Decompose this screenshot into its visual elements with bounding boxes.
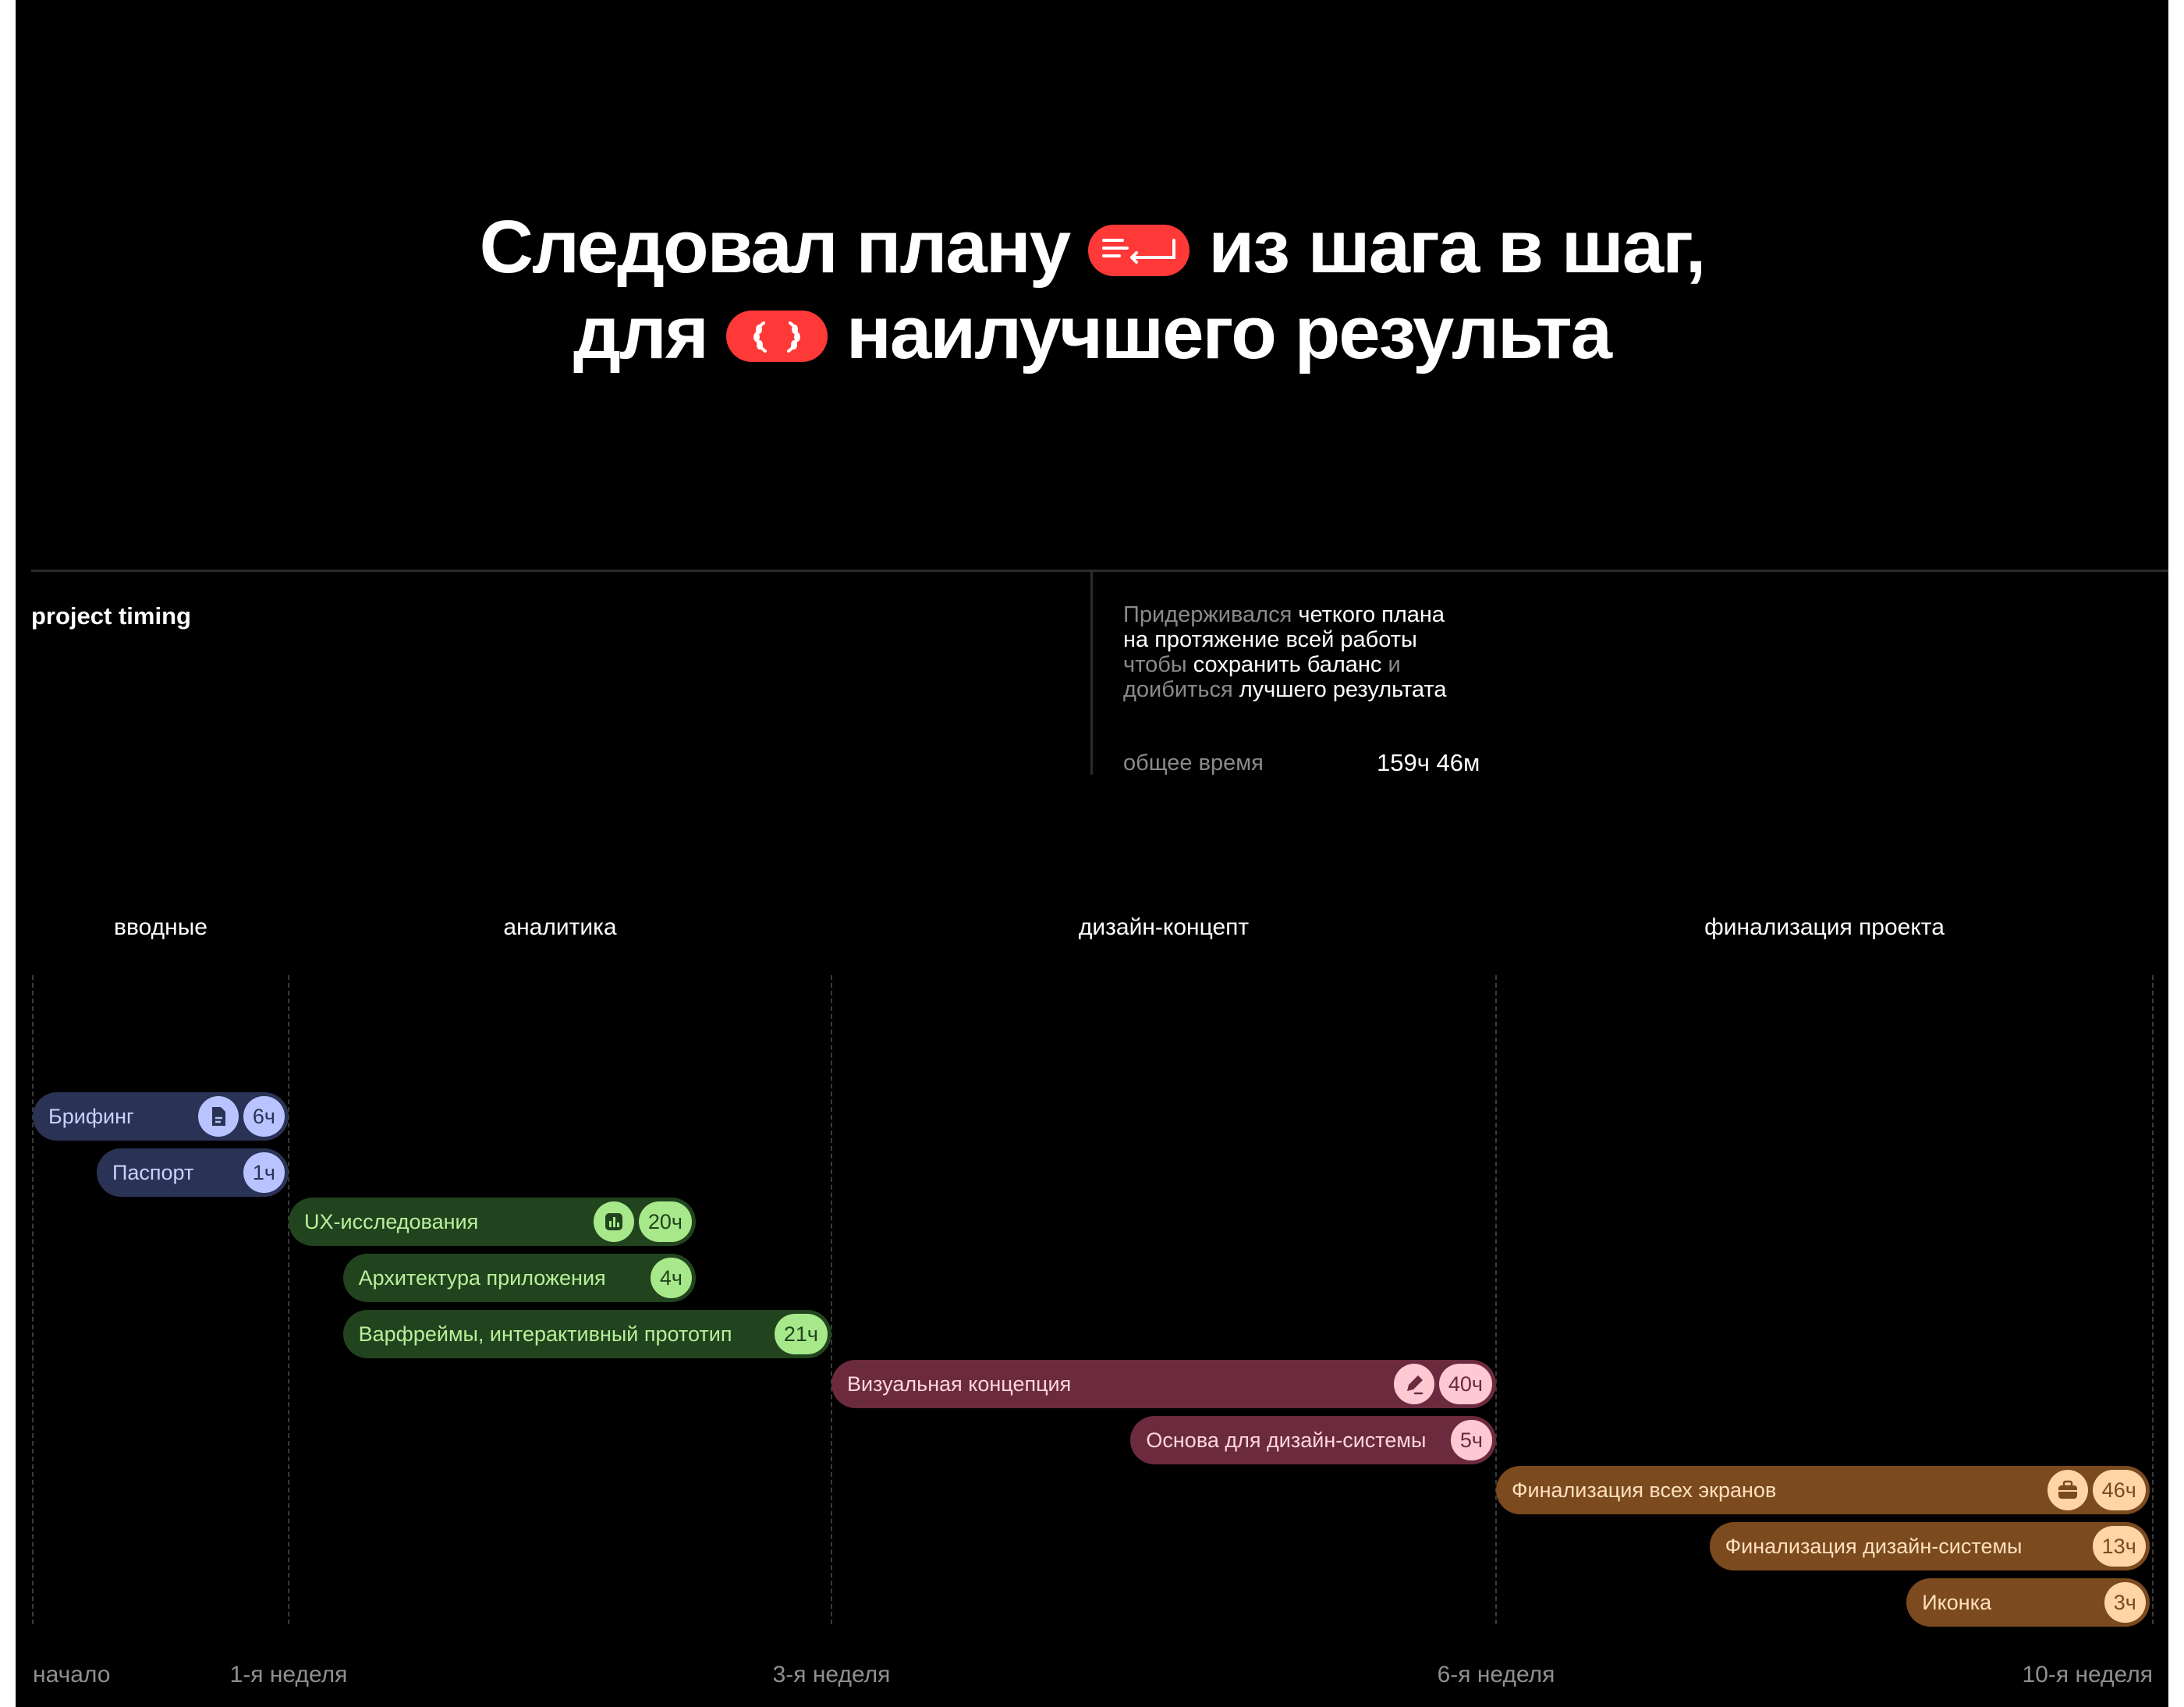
bar-chart-icon xyxy=(593,1201,634,1242)
task-bar: Брифинг 6ч xyxy=(33,1092,289,1141)
x-tick-label: начало xyxy=(33,1662,111,1687)
task-bar: Финализация всех экранов 46ч xyxy=(1496,1466,2150,1514)
description-line: Придерживался четкого плана xyxy=(1123,602,1560,627)
muted-text: и xyxy=(1388,652,1401,677)
gridline xyxy=(1495,975,1497,1624)
task-bar: Основа для дизайн-системы 5ч xyxy=(1130,1416,1496,1464)
task-label: Финализация всех экранов xyxy=(1512,1478,1777,1502)
phase-label: аналитика xyxy=(503,914,617,940)
task-bar: Архитектура приложения 4ч xyxy=(342,1254,696,1302)
page: Следовал плану из шага в шаг, для наи xyxy=(16,0,2168,1707)
strong-text: на протяжение всей работы xyxy=(1123,627,1417,652)
headline-line-1: Следовал плану из шага в шаг, xyxy=(16,199,2168,290)
task-bar: Финализация дизайн-системы 13ч xyxy=(1709,1522,2150,1570)
task-bar: Иконка 3ч xyxy=(1906,1578,2150,1627)
strong-text: лучшего результата xyxy=(1239,677,1447,702)
task-bar: Паспорт 1ч xyxy=(97,1148,289,1197)
phase-label: финализация проекта xyxy=(1704,914,1945,940)
description-line: доибиться лучшего результата xyxy=(1123,677,1560,702)
total-time-value: 159ч 46м xyxy=(1377,749,1480,776)
hours-badge: 21ч xyxy=(774,1314,828,1354)
gridline xyxy=(2152,975,2154,1624)
task-label: Паспорт xyxy=(112,1161,194,1184)
hours-badge: 40ч xyxy=(1438,1364,1492,1404)
headline-text: из шага в шаг, xyxy=(1208,204,1706,289)
hours-badge: 20ч xyxy=(638,1201,692,1242)
hours-badge: 6ч xyxy=(243,1096,285,1137)
hours-badge: 5ч xyxy=(1450,1420,1492,1460)
hours-badge: 46ч xyxy=(2092,1470,2146,1510)
briefcase-icon xyxy=(2047,1470,2088,1510)
muted-text: доибиться xyxy=(1123,677,1239,702)
task-label: Основа для дизайн-системы xyxy=(1146,1428,1427,1452)
headline-text: для xyxy=(573,290,709,374)
x-tick-label: 6-я неделя xyxy=(1437,1662,1555,1687)
muted-text: Придерживался xyxy=(1123,602,1299,627)
strong-text: четкого плана xyxy=(1298,602,1445,627)
x-tick-label: 1-я неделя xyxy=(229,1662,348,1687)
headline-line-2: для наилучшего результа xyxy=(16,285,2168,376)
document-icon xyxy=(197,1096,239,1137)
phase-label: дизайн-концепт xyxy=(1078,914,1250,940)
strong-text: сохранить баланс xyxy=(1193,652,1388,677)
task-bar: Варфреймы, интерактивный прототип 21ч xyxy=(342,1310,831,1358)
laurel-icon xyxy=(725,310,828,362)
headline-text: наилучшего результа xyxy=(846,290,1612,374)
description-line: чтобы сохранить баланс и xyxy=(1123,652,1560,677)
task-bar: Визуальная концепция 40ч xyxy=(831,1360,1496,1408)
description-line: на протяжение всей работы xyxy=(1123,627,1560,652)
muted-text: чтобы xyxy=(1123,652,1193,677)
task-label: Архитектура приложения xyxy=(358,1266,606,1290)
gridline xyxy=(32,975,34,1624)
list-arrow-icon xyxy=(1088,224,1190,276)
x-tick-label: 10-я неделя xyxy=(2022,1662,2153,1687)
task-label: Брифинг xyxy=(48,1105,134,1128)
phase-label: вводные xyxy=(114,914,207,940)
x-tick-label: 3-я неделя xyxy=(772,1662,891,1687)
hours-badge: 4ч xyxy=(650,1258,692,1298)
total-time-label: общее время xyxy=(1123,751,1264,775)
hours-badge: 3ч xyxy=(2104,1582,2146,1623)
divider xyxy=(31,570,2168,572)
hours-badge: 1ч xyxy=(243,1152,285,1193)
hours-badge: 13ч xyxy=(2092,1526,2146,1567)
task-label: Финализация дизайн-системы xyxy=(1725,1535,2023,1558)
task-label: Иконка xyxy=(1922,1591,1992,1614)
gridline xyxy=(288,975,289,1624)
task-bar: UX-исследования 20ч xyxy=(289,1198,696,1246)
gridline xyxy=(831,975,832,1624)
vertical-divider xyxy=(1090,572,1093,775)
pen-icon xyxy=(1393,1364,1434,1404)
description: Придерживался четкого плана на протяжени… xyxy=(1123,602,1560,702)
section-label: project timing xyxy=(31,602,191,630)
task-label: Варфреймы, интерактивный прототип xyxy=(358,1322,732,1346)
task-label: UX-исследования xyxy=(304,1210,479,1233)
headline-text: Следовал плану xyxy=(479,204,1072,289)
task-label: Визуальная концепция xyxy=(847,1372,1072,1396)
